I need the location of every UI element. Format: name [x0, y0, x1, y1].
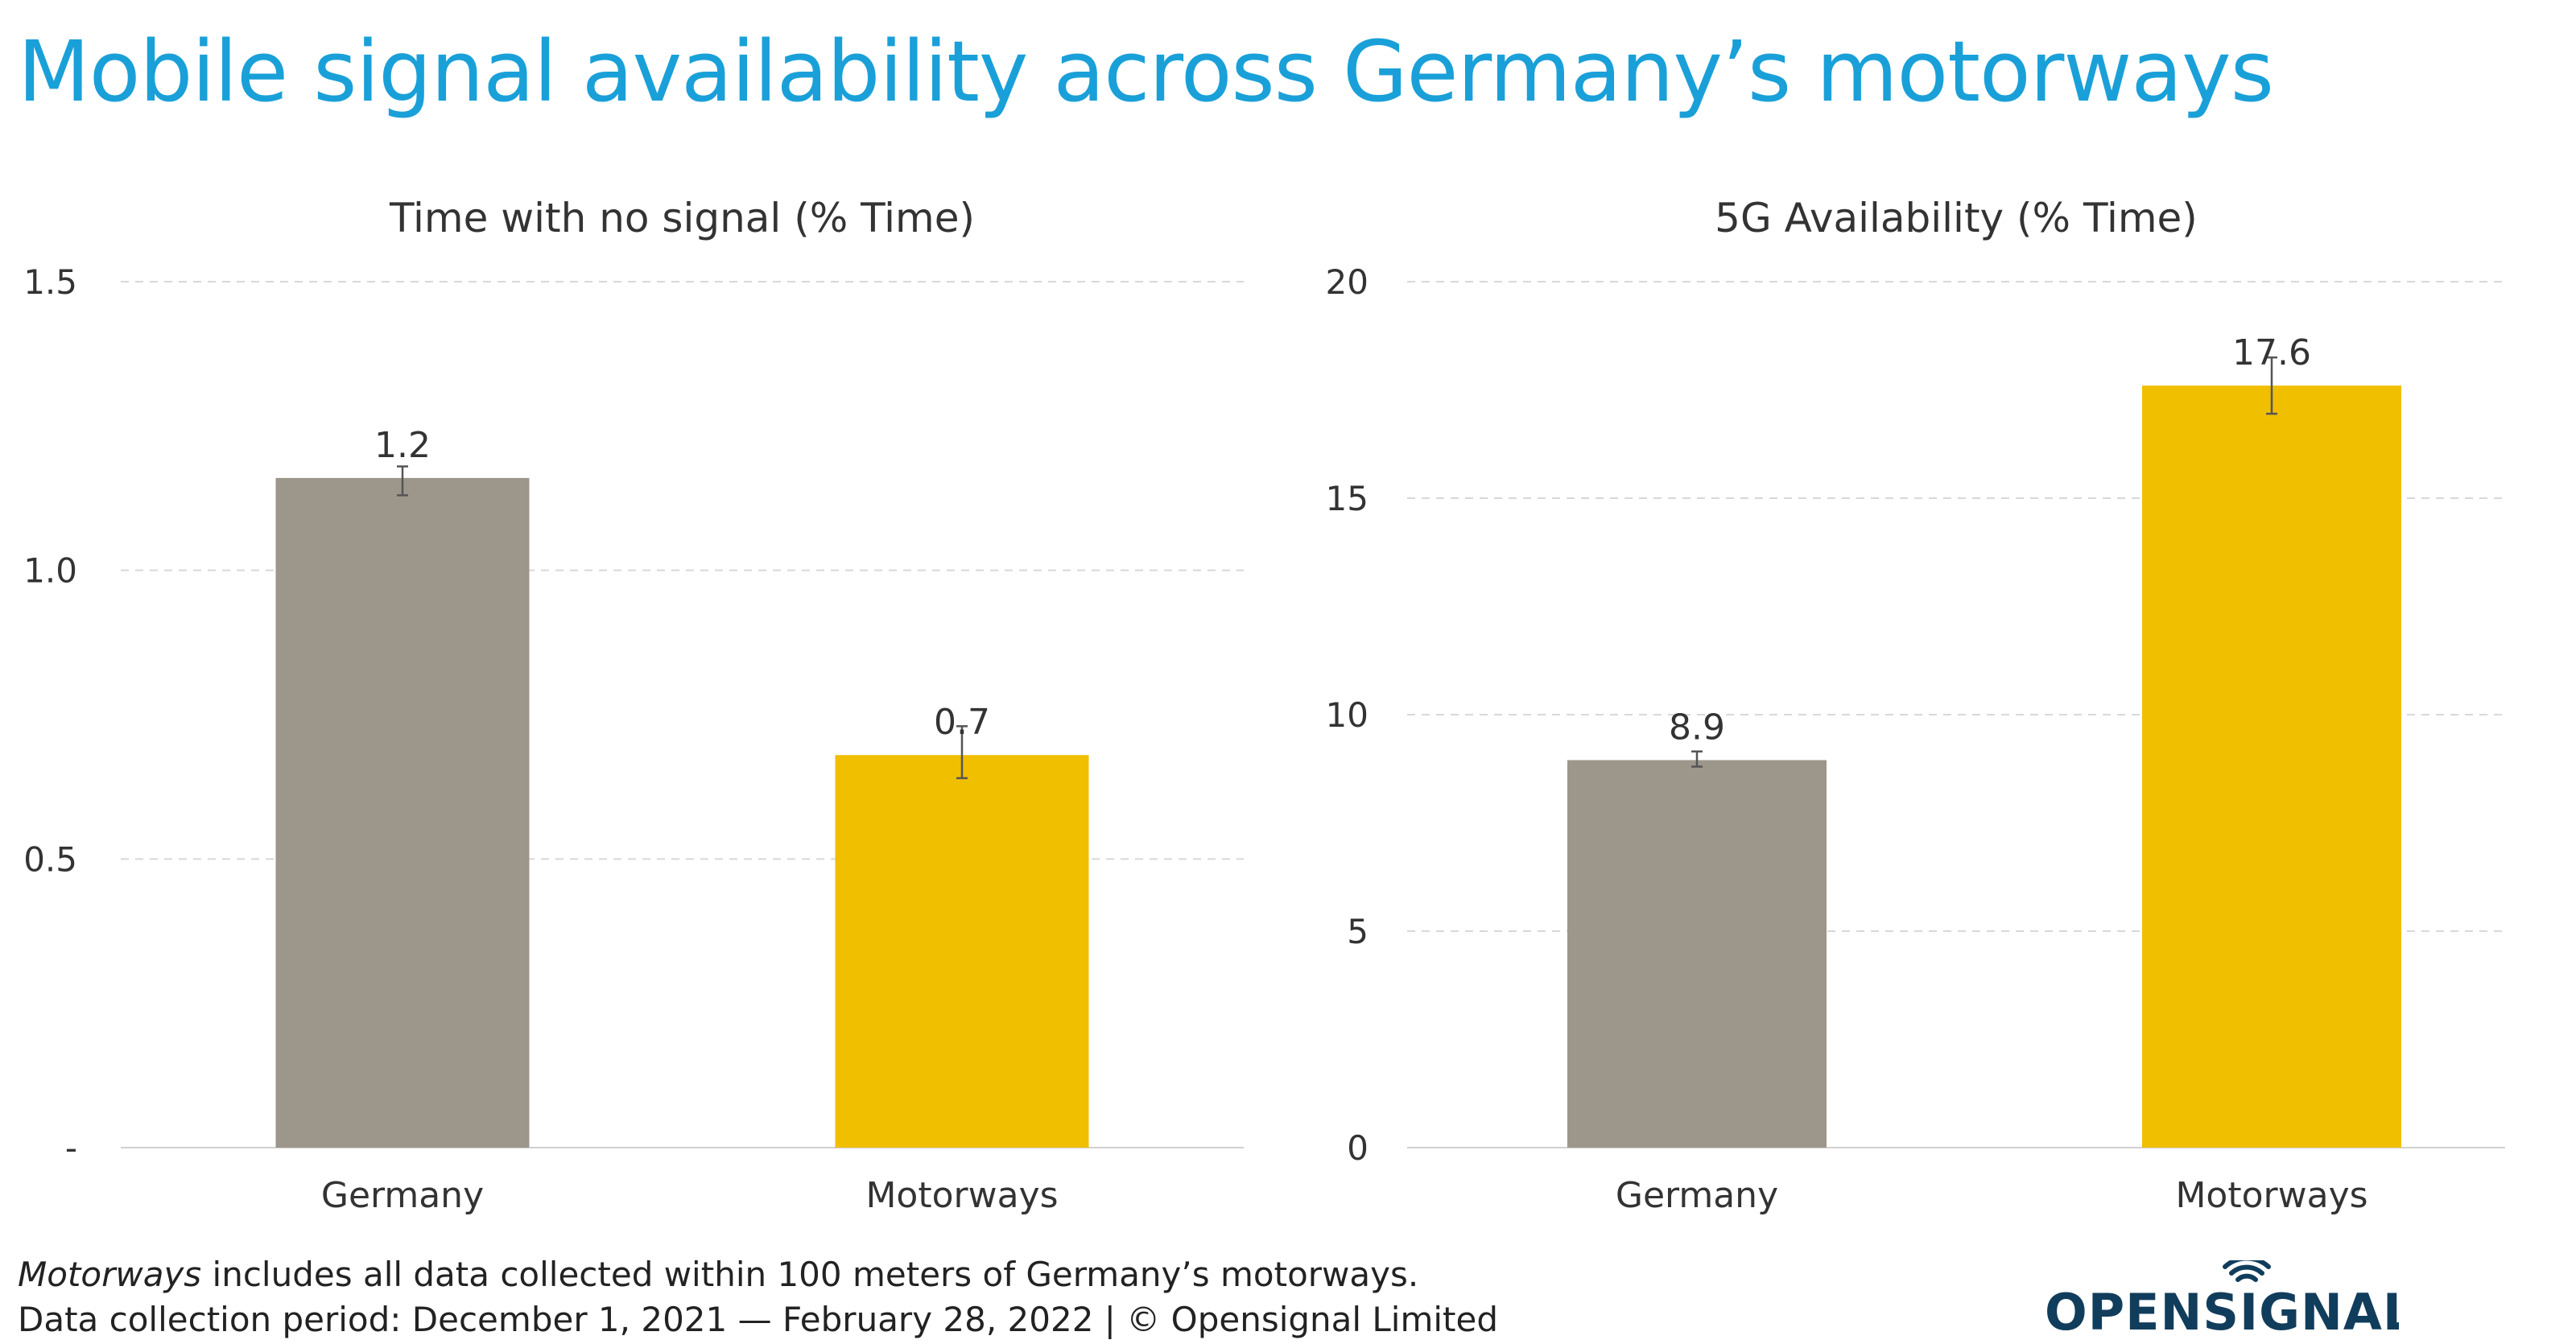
opensignal-logo: OPENSIGNAL [2045, 1260, 2399, 1341]
logo-text: OPENSIGNAL [2045, 1283, 2399, 1341]
footnote-italic: Motorways [18, 1255, 202, 1294]
footnote: Motorways includes all data collected wi… [18, 1252, 1498, 1342]
footnote-line-1: Motorways includes all data collected wi… [18, 1252, 1498, 1297]
nosignal-bar-motorways [835, 755, 1089, 1148]
chart-time-no-signal: Time with no signal (% Time) - 0.5 1.0 1.5 1.… [23, 195, 1244, 1216]
nosignal-ytick-label: - [65, 1128, 77, 1168]
nosignal-ytick-label: 1.0 [23, 551, 77, 591]
footnote-line-2: Data collection period: December 1, 2021… [18, 1300, 1499, 1339]
avail5g-xtick-label: Motorways [2175, 1175, 2368, 1216]
avail5g-xtick-label: Germany [1616, 1175, 1778, 1216]
nosignal-bar-germany [275, 477, 530, 1148]
avail5g-bar-germany [1567, 760, 1827, 1148]
chart-5g-availability: 5G Availability (% Time) 0 5 10 15 20 8.9 Germa… [1326, 195, 2505, 1216]
avail5g-ytick-label: 0 [1347, 1128, 1368, 1168]
avail5g-data-label: 17.6 [2232, 332, 2311, 373]
nosignal-xtick-label: Germany [321, 1175, 484, 1216]
footnote-line-1-text: includes all data collected within 100 m… [201, 1255, 1419, 1294]
page-title: Mobile signal availability across German… [18, 23, 2274, 121]
avail5g-bar-motorways [2142, 385, 2401, 1148]
avail5g-title: 5G Availability (% Time) [1715, 195, 2198, 241]
avail5g-ytick-label: 15 [1326, 479, 1368, 518]
avail5g-ytick-label: 20 [1326, 262, 1368, 302]
nosignal-data-label: 0.7 [934, 702, 990, 743]
wifi-signal-icon [2223, 1260, 2271, 1282]
nosignal-ytick-label: 1.5 [23, 262, 77, 302]
avail5g-data-label: 8.9 [1669, 707, 1725, 748]
nosignal-data-label: 1.2 [374, 425, 431, 466]
avail5g-ytick-label: 5 [1347, 912, 1368, 951]
avail5g-ytick-label: 10 [1326, 695, 1368, 735]
nosignal-xtick-label: Motorways [865, 1175, 1058, 1216]
nosignal-ytick-label: 0.5 [23, 839, 77, 879]
nosignal-title: Time with no signal (% Time) [389, 195, 975, 241]
